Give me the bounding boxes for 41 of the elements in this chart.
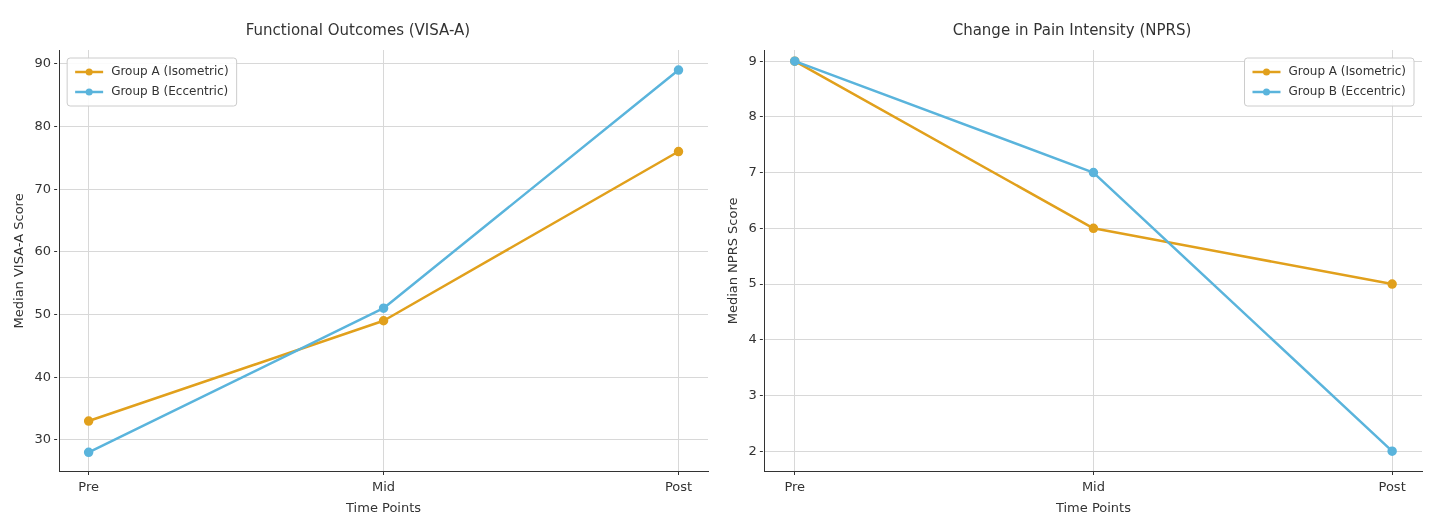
y-tick-label: 50 — [34, 305, 52, 321]
y-tick-label: 4 — [748, 331, 757, 347]
point — [1387, 279, 1397, 289]
point — [378, 316, 389, 326]
chart-title: Change in Pain Intensity (NPRS) — [952, 20, 1192, 39]
x-tick-label: Mid — [1081, 478, 1105, 494]
legend-label: Group B (Eccentric) — [111, 84, 229, 99]
point — [1387, 446, 1397, 456]
y-axis-title: Median VISA-A Score — [11, 193, 27, 329]
y-tick-label: 5 — [748, 275, 757, 291]
x-tick-label: Post — [664, 478, 693, 494]
legend-label: Group A (Isometric) — [111, 64, 229, 79]
x-tick-label: Mid — [372, 478, 396, 494]
chart-title: Functional Outcomes (VISA-A) — [245, 20, 471, 39]
y-tick-label: 7 — [748, 163, 757, 179]
y-tick-label: 40 — [34, 368, 52, 384]
x-tick-label: Pre — [78, 478, 99, 494]
point — [673, 65, 684, 75]
point — [83, 416, 94, 426]
y-tick-label: 3 — [748, 386, 757, 402]
point — [378, 303, 389, 313]
point — [1088, 167, 1099, 178]
x-tick-label: Pre — [784, 478, 806, 494]
y-tick-label: 2 — [748, 442, 757, 458]
y-tick-label: 9 — [748, 52, 757, 68]
y-tick-label: 6 — [748, 219, 757, 235]
legend-label: Group A (Isometric) — [1288, 64, 1407, 79]
y-tick-label: 80 — [34, 117, 52, 133]
x-axis-title: Time Points — [1054, 499, 1132, 515]
y-axis-title: Median NPRS Score — [725, 197, 741, 325]
x-axis-title: Time Points — [345, 499, 422, 515]
point — [1088, 223, 1099, 234]
y-tick-label: 90 — [34, 55, 52, 71]
legend-label: Group B (Eccentric) — [1288, 84, 1406, 99]
y-tick-label: 8 — [748, 108, 757, 124]
y-tick-label: 60 — [34, 243, 52, 259]
y-tick-label: 70 — [34, 180, 52, 196]
point — [673, 146, 684, 157]
y-tick-label: 30 — [34, 431, 52, 447]
point — [83, 447, 94, 458]
x-tick-label: Post — [1378, 478, 1406, 494]
